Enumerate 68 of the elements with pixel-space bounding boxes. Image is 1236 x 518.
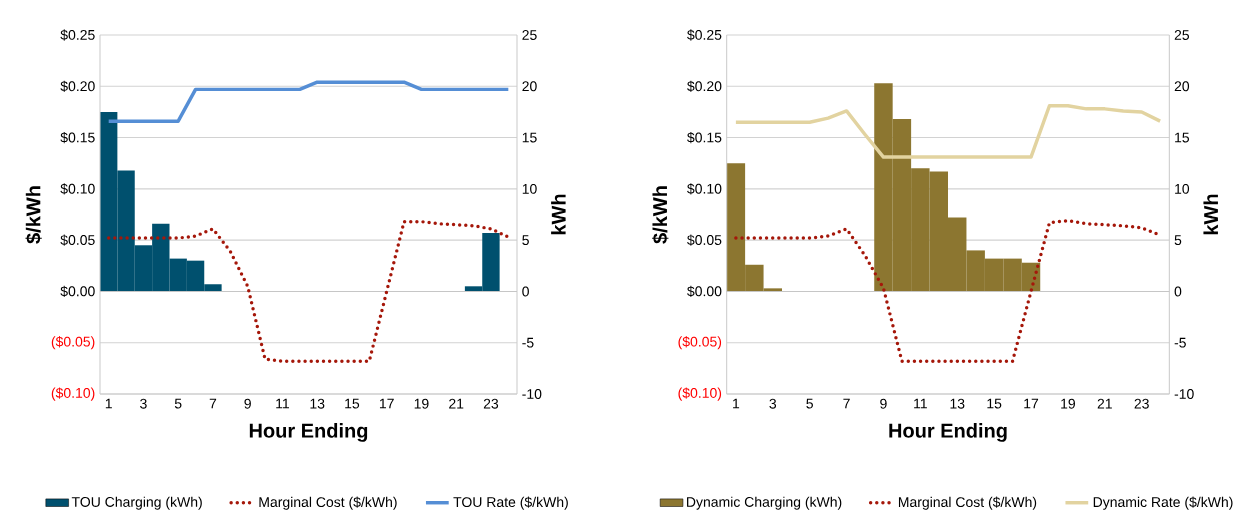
y-tick-label: $0.20 bbox=[687, 80, 722, 92]
x-tick-label: 3 bbox=[769, 398, 777, 409]
x-tick-label: 5 bbox=[174, 398, 182, 409]
y-tick-label: $0.25 bbox=[687, 29, 722, 41]
y2-tick-label: 25 bbox=[522, 30, 537, 40]
y2-tick-label: 20 bbox=[1174, 81, 1190, 92]
x-axis-title: Hour Ending bbox=[889, 423, 1007, 442]
x-tick-label: 17 bbox=[1024, 398, 1039, 409]
x-tick-label: 7 bbox=[843, 398, 850, 409]
x-tick-label: 23 bbox=[483, 398, 499, 409]
x-tick-label: 21 bbox=[1097, 398, 1112, 409]
y2-tick-label: -10 bbox=[1174, 389, 1194, 399]
y-tick-label: $0.25 bbox=[60, 29, 95, 41]
y-tick-label: $0.15 bbox=[60, 131, 95, 144]
y2-axis-title: kWh bbox=[551, 194, 566, 235]
y-tick-label: ($0.05) bbox=[678, 336, 722, 350]
y-tick-label: $0.05 bbox=[687, 234, 722, 246]
x-tick-label: 19 bbox=[1061, 398, 1076, 409]
y-tick-label: $0.15 bbox=[687, 131, 722, 144]
y-tick-label: $0.10 bbox=[687, 183, 722, 195]
y2-tick-label: 15 bbox=[1175, 132, 1190, 143]
y2-tick-label: 10 bbox=[1175, 183, 1190, 194]
y-axis-title: $/kWh bbox=[652, 186, 669, 244]
x-tick-label: 9 bbox=[880, 398, 887, 409]
x-tick-label: 13 bbox=[310, 398, 325, 409]
x-tick-label: 15 bbox=[987, 398, 1002, 409]
y2-tick-label: 25 bbox=[1174, 30, 1190, 40]
x-tick-label: 11 bbox=[276, 398, 290, 409]
x-tick-label: 15 bbox=[345, 398, 360, 409]
y2-axis-title: kWh bbox=[1203, 194, 1218, 235]
y2-tick-label: 0 bbox=[522, 286, 529, 297]
x-tick-label: 1 bbox=[105, 398, 112, 409]
legend-label: TOU Charging (kWh) bbox=[71, 496, 202, 510]
y-tick-label: $0.10 bbox=[60, 183, 95, 195]
x-tick-label: 1 bbox=[733, 398, 740, 409]
legend-label: Marginal Cost ($/kWh) bbox=[259, 496, 397, 510]
y2-tick-label: -5 bbox=[522, 337, 534, 348]
y2-tick-label: -10 bbox=[522, 389, 542, 399]
x-tick-label: 11 bbox=[914, 398, 927, 409]
legend-label: TOU Rate ($/kWh) bbox=[453, 496, 568, 510]
y2-tick-label: 0 bbox=[1174, 286, 1182, 297]
y-tick-label: $0.05 bbox=[60, 234, 95, 246]
y-tick-label: ($0.10) bbox=[678, 387, 722, 401]
y2-tick-label: 5 bbox=[1174, 235, 1182, 246]
x-tick-label: 17 bbox=[379, 398, 394, 409]
y2-tick-label: 20 bbox=[522, 81, 537, 92]
x-tick-label: 21 bbox=[449, 398, 464, 409]
x-tick-label: 23 bbox=[1134, 398, 1149, 409]
y2-tick-label: 15 bbox=[522, 132, 537, 143]
legend-label: Dynamic Rate ($/kWh) bbox=[1093, 496, 1233, 510]
x-tick-label: 19 bbox=[414, 398, 429, 409]
x-tick-label: 5 bbox=[806, 398, 813, 409]
y-tick-label: $0.00 bbox=[60, 285, 95, 298]
y-tick-label: ($0.10) bbox=[51, 387, 95, 401]
x-tick-label: 3 bbox=[140, 398, 147, 409]
y2-tick-label: 10 bbox=[522, 183, 537, 194]
legend-label: Marginal Cost ($/kWh) bbox=[898, 496, 1037, 510]
y-axis-title: $/kWh bbox=[25, 186, 42, 244]
y-tick-label: $0.00 bbox=[687, 285, 722, 298]
legend-label: Dynamic Charging (kWh) bbox=[687, 496, 842, 510]
x-tick-label: 7 bbox=[209, 398, 217, 409]
y-tick-label: ($0.05) bbox=[51, 336, 95, 350]
x-tick-label: 13 bbox=[950, 398, 965, 409]
y2-tick-label: -5 bbox=[1174, 337, 1186, 348]
x-tick-label: 9 bbox=[244, 398, 251, 409]
y2-tick-label: 5 bbox=[522, 235, 529, 246]
x-axis-title: Hour Ending bbox=[249, 423, 368, 442]
y-tick-label: $0.20 bbox=[60, 80, 95, 92]
